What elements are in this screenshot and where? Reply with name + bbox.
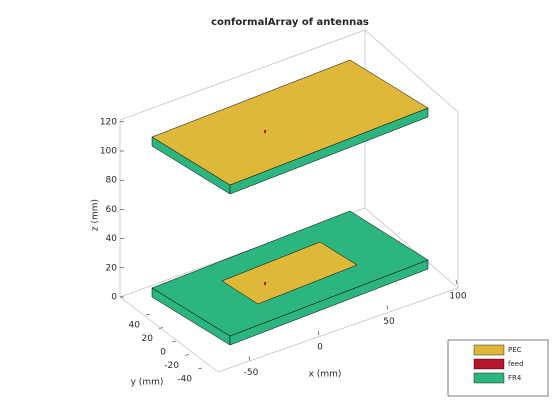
z-tick-label: 60 [106,205,118,215]
bottom-antenna [151,210,429,346]
legend-label: PEC [508,346,522,354]
box-edge [119,29,366,121]
y-tick-label: -20 [164,361,179,371]
box-edge [119,296,219,373]
chart-title: conformalArray of antennas [211,17,369,28]
z-axis-label: z (mm) [91,199,101,231]
box-edge [364,29,459,113]
y-tick [171,340,177,343]
z-tick-label: 20 [106,263,118,273]
y-tick-label: 20 [142,334,154,344]
legend-label: FR4 [508,374,522,382]
x-tick-label: -50 [244,368,259,378]
x-tick [455,279,458,285]
patch [221,241,358,305]
x-axis-label: x (mm) [309,370,342,380]
x-tick-label: 100 [449,292,466,302]
z-tick-label: 40 [106,234,118,244]
feed [264,130,266,133]
z-tick-label: 120 [100,117,117,127]
box-edge [217,287,459,373]
z-tick-label: 0 [111,293,117,303]
x-tick [386,305,389,310]
top-antenna [151,59,429,195]
x-tick [248,356,251,361]
legend-label: feed [508,360,524,368]
x-tick-label: 0 [317,343,323,353]
x-tick-label: 50 [383,317,395,327]
y-tick [145,313,151,316]
legend: PEC feed FR4 [447,339,549,397]
y-tick [158,327,164,329]
x-tick [317,330,320,336]
legend-swatch [473,344,505,356]
y-tick-label: 0 [160,348,166,358]
y-tick [197,367,203,370]
legend-swatch [473,358,505,370]
y-tick-label: 40 [129,321,141,331]
feed [264,282,266,285]
y-tick [184,354,190,356]
patch [151,59,429,186]
y-axis-label: y (mm) [131,378,164,388]
z-tick-label: 80 [106,176,118,186]
y-tick-label: -40 [177,375,192,385]
z-tick-label: 100 [100,147,117,157]
box-edge [364,207,459,289]
legend-swatch [473,372,505,384]
